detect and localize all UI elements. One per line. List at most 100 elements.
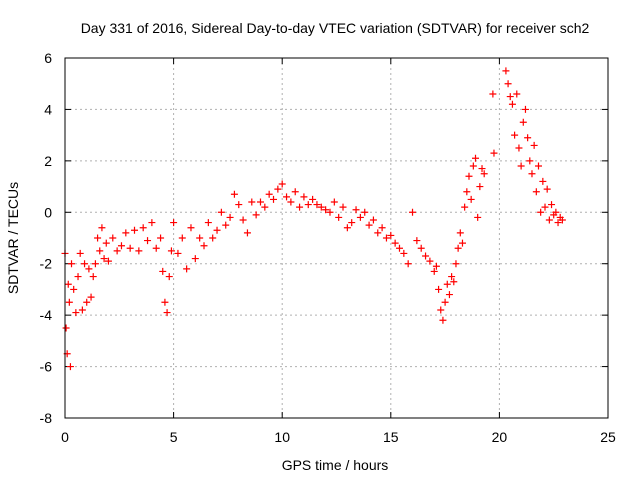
data-point — [387, 231, 395, 239]
data-point — [534, 162, 542, 170]
data-point — [239, 216, 247, 224]
y-tick-label: -4 — [40, 307, 53, 323]
data-point — [515, 144, 523, 152]
data-point — [445, 291, 453, 299]
data-point — [91, 260, 99, 268]
data-point — [222, 221, 230, 229]
data-point — [426, 257, 434, 265]
data-point — [530, 141, 538, 149]
data-point — [545, 216, 553, 224]
data-point — [287, 198, 295, 206]
data-point — [465, 172, 473, 180]
data-point — [356, 213, 364, 221]
data-point — [96, 247, 104, 255]
data-point — [317, 203, 325, 211]
data-point — [513, 90, 521, 98]
data-point — [521, 105, 529, 113]
data-point — [526, 157, 534, 165]
y-tick-label: 2 — [44, 153, 52, 169]
x-axis-label: GPS time / hours — [282, 457, 389, 473]
data-point — [270, 195, 278, 203]
data-point — [343, 224, 351, 232]
data-point — [204, 219, 212, 227]
data-point — [62, 324, 70, 332]
data-point — [131, 226, 139, 234]
data-point — [243, 229, 251, 237]
data-point — [335, 213, 343, 221]
y-tick-label: -8 — [40, 410, 53, 426]
data-point — [543, 185, 551, 193]
data-point — [109, 234, 117, 242]
y-tick-label: -2 — [40, 256, 53, 272]
data-point — [81, 260, 89, 268]
data-point — [478, 165, 486, 173]
data-point — [541, 203, 549, 211]
data-point — [152, 244, 160, 252]
data-point — [64, 280, 72, 288]
data-point — [552, 208, 560, 216]
data-point — [400, 249, 408, 257]
data-point — [72, 309, 80, 317]
data-point — [448, 273, 456, 281]
data-point — [89, 273, 97, 281]
y-axis-label: SDTVAR / TECUs — [5, 182, 21, 294]
data-point — [70, 285, 78, 293]
data-point — [248, 198, 256, 206]
data-point — [461, 203, 469, 211]
data-point — [300, 193, 308, 201]
data-point — [490, 149, 498, 157]
data-point — [165, 273, 173, 281]
data-point — [167, 247, 175, 255]
data-point — [65, 298, 73, 306]
data-point — [439, 316, 447, 324]
data-point — [278, 180, 286, 188]
data-point — [409, 208, 417, 216]
data-point — [252, 211, 260, 219]
data-point — [365, 221, 373, 229]
data-point — [76, 249, 84, 257]
data-point — [322, 206, 330, 214]
axis-ticks: 0 5 10 15 20 25 -8 -6 -4 -2 0 2 4 6 — [40, 50, 616, 445]
x-tick-label: 20 — [492, 429, 508, 445]
data-point — [404, 260, 412, 268]
data-point — [283, 193, 291, 201]
data-point — [502, 67, 510, 75]
data-point — [374, 229, 382, 237]
data-point — [256, 198, 264, 206]
data-point — [326, 208, 334, 216]
data-point — [450, 278, 458, 286]
data-point — [157, 234, 165, 242]
data-point — [265, 190, 273, 198]
y-tick-label: 6 — [44, 50, 52, 66]
data-point — [519, 118, 527, 126]
data-point — [524, 134, 532, 142]
data-point — [480, 170, 488, 178]
data-point — [191, 255, 199, 263]
data-point — [78, 306, 86, 314]
data-point — [74, 273, 82, 281]
data-point — [213, 226, 221, 234]
data-point — [437, 306, 445, 314]
data-point — [94, 234, 102, 242]
data-points — [61, 67, 566, 371]
data-point — [235, 201, 243, 209]
data-point — [339, 203, 347, 211]
data-point — [85, 265, 93, 273]
data-point — [102, 239, 110, 247]
data-point — [528, 170, 536, 178]
data-point — [135, 247, 143, 255]
data-point — [274, 185, 282, 193]
data-point — [296, 203, 304, 211]
data-point — [506, 93, 514, 101]
data-point — [413, 237, 421, 245]
data-point — [532, 188, 540, 196]
data-point — [435, 285, 443, 293]
data-point — [369, 216, 377, 224]
data-point — [148, 219, 156, 227]
data-point — [113, 247, 121, 255]
data-point — [504, 80, 512, 88]
data-point — [469, 162, 477, 170]
data-point — [309, 195, 317, 203]
data-point — [170, 219, 178, 227]
